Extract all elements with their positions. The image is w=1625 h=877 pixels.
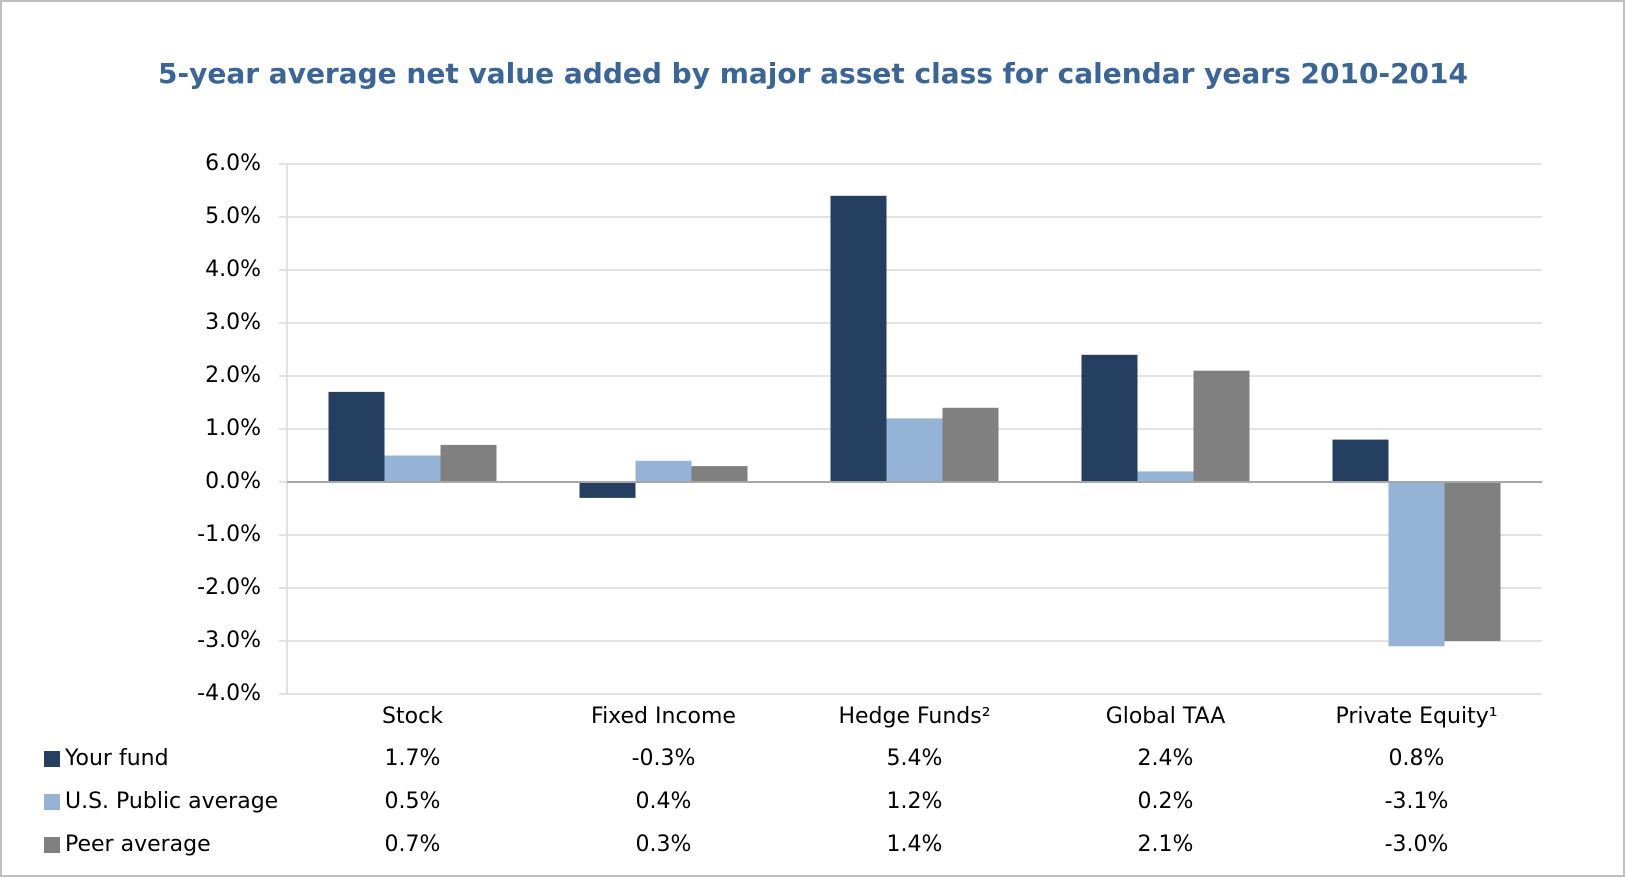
y-tick-label: -3.0% xyxy=(197,628,261,653)
table-value: 0.3% xyxy=(636,832,692,857)
table-value: 5.4% xyxy=(887,746,943,771)
y-tick-label: -4.0% xyxy=(197,681,261,706)
y-tick-label: 2.0% xyxy=(205,363,261,388)
bar xyxy=(328,391,385,482)
y-tick-label: -2.0% xyxy=(197,575,261,600)
y-tick-label: 1.0% xyxy=(205,416,261,441)
y-tick-label: -1.0% xyxy=(197,522,261,547)
bar xyxy=(1137,471,1194,482)
x-tick-label: Hedge Funds² xyxy=(838,704,990,729)
y-tick-label: 4.0% xyxy=(205,257,261,282)
table-value: 0.2% xyxy=(1138,789,1194,814)
table-value: -3.1% xyxy=(1385,789,1449,814)
chart-title: 5-year average net value added by major … xyxy=(158,57,1468,90)
table-value: 1.7% xyxy=(385,746,441,771)
bar xyxy=(635,460,692,482)
table-value: -0.3% xyxy=(632,746,696,771)
y-tick-label: 0.0% xyxy=(205,469,261,494)
legend-label: Your fund xyxy=(64,746,169,771)
bar xyxy=(691,466,748,482)
x-tick-label: Global TAA xyxy=(1106,704,1226,729)
table-value: -3.0% xyxy=(1385,832,1449,857)
table-value: 0.7% xyxy=(385,832,441,857)
y-tick-label: 3.0% xyxy=(205,310,261,335)
x-tick-label: Fixed Income xyxy=(591,704,736,729)
bar xyxy=(1388,482,1445,647)
table-value: 0.5% xyxy=(385,789,441,814)
bar xyxy=(1444,482,1501,641)
x-tick-label: Stock xyxy=(382,704,443,729)
table-value: 2.1% xyxy=(1138,832,1194,857)
bar xyxy=(384,455,441,482)
bar xyxy=(579,482,636,498)
legend-swatch xyxy=(44,751,60,767)
y-tick-label: 5.0% xyxy=(205,204,261,229)
table-value: 1.2% xyxy=(887,789,943,814)
bar xyxy=(886,418,943,482)
legend-swatch xyxy=(44,794,60,810)
bar xyxy=(440,444,497,482)
legend-label: U.S. Public average xyxy=(65,789,278,814)
bar xyxy=(1193,370,1250,482)
table-value: 2.4% xyxy=(1138,746,1194,771)
table-value: 1.4% xyxy=(887,832,943,857)
bar xyxy=(942,407,999,482)
table-value: 0.8% xyxy=(1389,746,1445,771)
legend-label: Peer average xyxy=(65,832,211,857)
x-tick-label: Private Equity¹ xyxy=(1335,704,1497,729)
bar xyxy=(830,195,887,483)
bar xyxy=(1332,439,1389,482)
bar xyxy=(1081,354,1138,482)
y-tick-label: 6.0% xyxy=(205,151,261,176)
table-value: 0.4% xyxy=(636,789,692,814)
legend-swatch xyxy=(44,837,60,853)
